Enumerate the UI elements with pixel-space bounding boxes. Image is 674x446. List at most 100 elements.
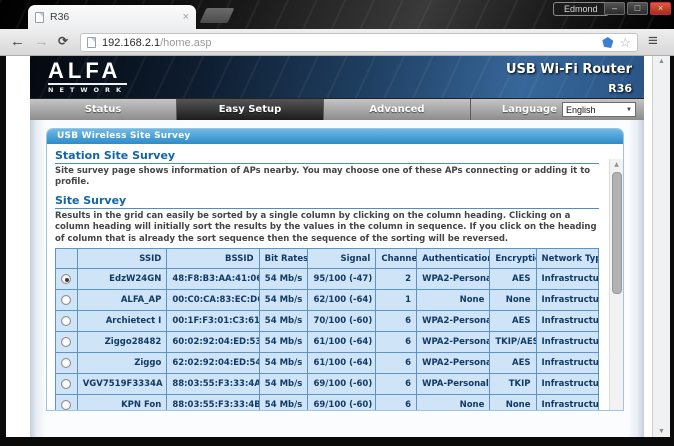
url-page-icon [87,37,96,48]
browser-tab[interactable]: R36 × [28,5,196,29]
table-row: VGV7519F3334A 88:03:55:F3:33:4A 54 Mb/s … [55,373,599,396]
row-radio-cell[interactable] [55,352,78,375]
cell-encryption: None [489,394,537,410]
table-row: KPN Fon 88:03:55:F3:33:4B 54 Mb/s 69/100… [55,394,599,410]
cell-signal: 95/100 (-47) [307,268,377,291]
col-bit-rates[interactable]: Bit Rates [258,248,309,270]
cell-signal: 69/100 (-60) [307,373,377,396]
cell-network-type: Infrastructure [535,373,599,396]
cell-signal: 70/100 (-60) [307,310,377,333]
cell-authentication: WPA2-Personal [416,352,491,375]
chrome-menu-icon[interactable]: ≡ [648,31,658,50]
panel-scrollbar[interactable]: ▲ [609,159,623,410]
row-radio-button[interactable] [61,379,72,390]
cell-channel: 6 [375,352,418,375]
row-radio-button[interactable] [61,358,72,369]
window-maximize-button[interactable]: □ [627,2,648,15]
cell-ssid: EdzW24GN [76,268,168,291]
cell-ssid: Ziggo [76,352,168,375]
table-header-row: SSID BSSID Bit Rates Signal Channel Auth… [55,248,599,270]
station-site-survey-heading: Station Site Survey [55,147,599,164]
extension-icon[interactable] [602,37,614,48]
cell-signal: 69/100 (-60) [307,394,377,410]
nav-tab-easy-setup[interactable]: Easy Setup [177,99,324,120]
cell-bssid: 00:C0:CA:83:EC:D6 [166,289,260,312]
row-radio-button[interactable] [61,337,72,348]
row-radio-button[interactable] [61,274,72,285]
logo-subtext: NETWORK [48,83,128,94]
cell-ssid: Archietect I [76,310,168,333]
tab-close-icon[interactable]: × [182,11,189,23]
cell-bit-rates: 54 Mb/s [258,331,309,354]
cell-authentication: WPA2-Personal [416,268,491,291]
cell-network-type: Infrastructure [535,268,599,291]
scroll-up-icon[interactable]: ▲ [614,161,619,168]
row-radio-cell[interactable] [55,373,78,396]
survey-table-body: EdzW24GN 48:F8:B3:AA:41:06 54 Mb/s 95/10… [55,268,599,410]
row-radio-cell[interactable] [55,289,78,312]
col-ssid[interactable]: SSID [76,248,168,270]
window-close-button[interactable]: × [650,2,671,15]
cell-network-type: Infrastructure [535,331,599,354]
cell-channel: 1 [375,289,418,312]
cell-bit-rates: 54 Mb/s [258,394,309,410]
profile-name-badge[interactable]: Edmond [553,2,609,16]
panel-scrollbar-thumb[interactable] [611,172,622,294]
row-radio-cell[interactable] [55,331,78,354]
site-survey-panel: USB Wireless Site Survey Station Site Su… [46,128,624,411]
col-signal[interactable]: Signal [307,248,377,270]
back-icon[interactable]: ← [10,33,25,50]
cell-authentication: None [416,289,491,312]
cell-network-type: Infrastructure [535,394,599,410]
col-radio [55,248,78,270]
cell-bssid: 88:03:55:F3:33:4A [166,373,260,396]
panel-body: Station Site Survey Site survey page sho… [47,144,623,410]
address-bar[interactable]: 192.168.2.1/home.asp ☆ [80,33,638,52]
cell-ssid: KPN Fon [76,394,168,410]
cell-channel: 2 [375,268,418,291]
cell-encryption: TKIP/AES [489,331,537,354]
language-select[interactable]: English ▼ [562,102,636,117]
col-authentication[interactable]: Authentication [416,248,491,270]
new-tab-button[interactable] [199,8,235,23]
cell-bit-rates: 54 Mb/s [258,352,309,375]
url-host: 192.168.2.1 [102,36,161,49]
forward-icon[interactable]: → [34,33,49,50]
row-radio-button[interactable] [61,400,72,410]
row-radio-cell[interactable] [55,310,78,333]
col-network-type[interactable]: Network Type [535,248,599,270]
cell-channel: 6 [375,373,418,396]
product-title: USB Wi-Fi Router [505,62,632,77]
main-nav: Status Easy Setup Advanced Language Engl… [30,98,644,120]
cell-network-type: Infrastructure [535,310,599,333]
cell-bit-rates: 54 Mb/s [258,373,309,396]
col-channel[interactable]: Channel [375,248,418,270]
cell-authentication: None [416,394,491,410]
bookmark-star-icon[interactable]: ☆ [619,34,631,50]
row-radio-cell[interactable] [55,394,78,410]
browser-titlebar: R36 × Edmond – □ × [0,0,674,29]
row-radio-cell[interactable] [55,268,78,291]
browser-scrollbar[interactable]: ▲ ▼ [652,56,670,437]
cell-channel: 6 [375,394,418,410]
cell-ssid: Ziggo28482 [76,331,168,354]
cell-signal: 61/100 (-64) [307,352,377,375]
cell-bssid: 60:02:92:04:ED:53 [166,331,260,354]
nav-tab-status[interactable]: Status [30,99,177,120]
cell-encryption: AES [489,268,537,291]
cell-bssid: 00:1F:F3:01:C3:61 [166,310,260,333]
cell-authentication: WPA2-Personal [416,310,491,333]
col-bssid[interactable]: BSSID [166,248,260,270]
nav-tab-advanced[interactable]: Advanced [324,99,471,120]
col-encryption[interactable]: Encryption [489,248,537,270]
reload-icon[interactable]: ⟳ [58,34,69,48]
row-radio-button[interactable] [61,295,72,306]
window-minimize-button[interactable]: – [604,2,625,15]
cell-network-type: Infrastructure [535,352,599,375]
browser-scroll-down-icon[interactable]: ▼ [658,428,665,435]
row-radio-button[interactable] [61,316,72,327]
browser-scroll-up-icon[interactable]: ▲ [658,58,665,65]
cell-bssid: 48:F8:B3:AA:41:06 [166,268,260,291]
cell-channel: 6 [375,310,418,333]
url-text[interactable]: 192.168.2.1/home.asp [102,37,596,49]
